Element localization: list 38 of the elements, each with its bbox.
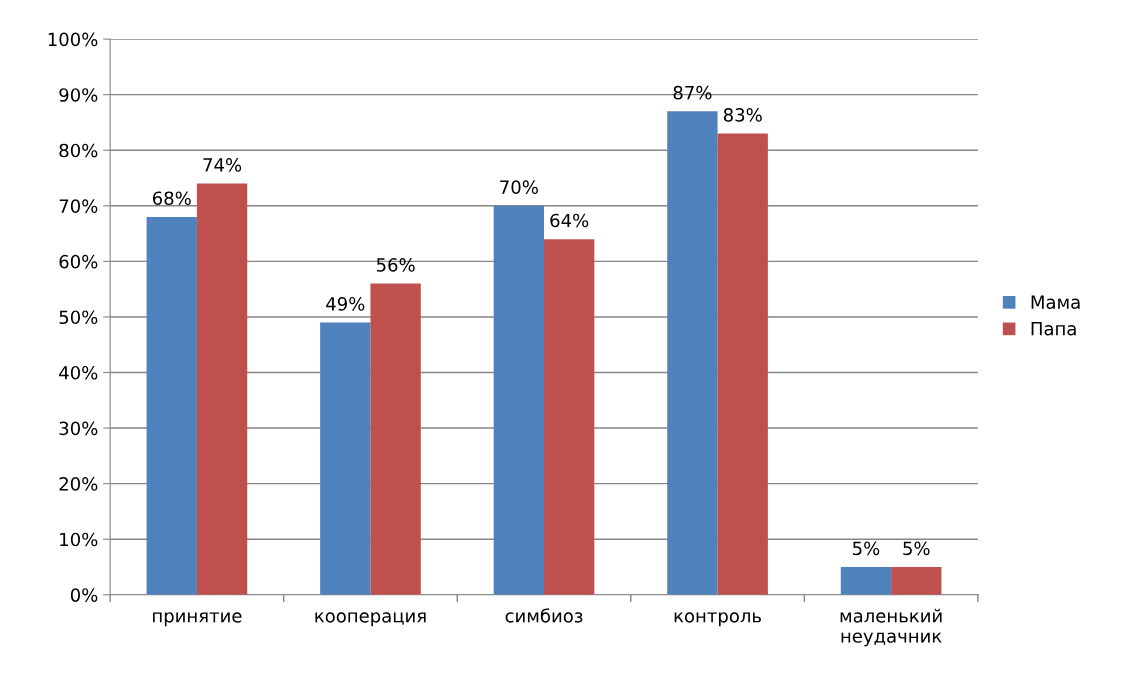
y-tick-label: 0% [70,588,98,602]
y-tick-label: 90% [59,88,98,102]
data-label: 70% [500,180,538,194]
bar [370,283,421,595]
y-tick-label: 10% [60,532,98,547]
bar [667,111,718,595]
y-tick-label: 70% [59,199,98,213]
data-label: 56% [376,258,415,272]
x-tick-label: симбиоз [505,608,583,623]
legend-label: Мама [1031,295,1080,309]
x-tick-label: кооперация [315,612,426,627]
y-tick-label: 50% [59,310,98,325]
bar [146,216,197,595]
x-tick-label: принятие [153,612,242,627]
y-tick-label: 100% [48,32,98,47]
y-tick-label: 30% [59,421,98,436]
y-tick-label: 60% [59,254,98,269]
data-label: 5% [903,541,930,556]
data-label: 74% [203,158,242,172]
data-label: 64% [550,213,589,228]
y-tick-label: 80% [59,143,98,158]
y-tick-label: 40% [59,365,98,380]
data-label: 5% [853,541,880,556]
y-tick-label: 20% [59,477,98,491]
legend-label: Папа [1031,322,1076,336]
bar [493,205,545,595]
data-label: 68% [152,191,191,206]
bar [840,566,892,595]
x-tick-label: контроль [674,612,761,627]
bar [196,183,248,595]
bar [544,239,595,595]
bar [320,322,371,595]
data-label: 49% [326,297,365,311]
bar [717,133,768,595]
bar [891,566,942,595]
x-tick-label: маленький неудачник [840,608,942,647]
data-label: 87% [673,85,712,100]
data-label: 83% [723,108,762,122]
